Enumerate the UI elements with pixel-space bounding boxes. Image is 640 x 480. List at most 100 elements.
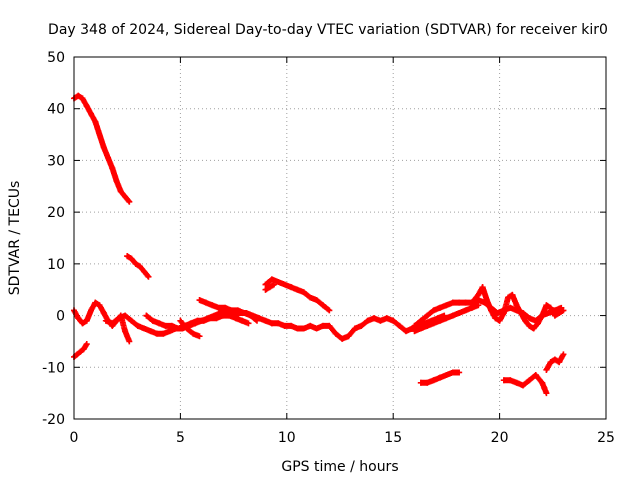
data-point [479, 284, 486, 291]
y-tick-label: 0 [56, 309, 65, 325]
data-point [543, 366, 550, 373]
data-point [156, 320, 163, 327]
x-tick-label: 20 [491, 430, 509, 446]
data-point [262, 281, 269, 288]
data-point [556, 309, 563, 316]
data-point [102, 317, 109, 324]
data-point [371, 315, 378, 322]
data-point [547, 359, 554, 366]
data-point [143, 312, 150, 319]
data-point [200, 317, 207, 324]
data-point [390, 317, 397, 324]
data-point [358, 322, 365, 329]
data-point [239, 317, 246, 324]
data-point [513, 302, 520, 309]
data-point [83, 341, 90, 348]
data-point [500, 377, 507, 384]
data-point [262, 317, 269, 324]
data-point [162, 322, 169, 329]
data-point [75, 315, 82, 322]
data-point [520, 382, 527, 389]
data-point [232, 315, 239, 322]
data-point [168, 322, 175, 329]
data-point [383, 315, 390, 322]
series-arc-1 [71, 92, 133, 205]
data-point [109, 165, 116, 172]
data-point [147, 328, 154, 335]
x-tick-label: 10 [278, 430, 296, 446]
data-point [268, 320, 275, 327]
data-point [509, 291, 516, 298]
data-point [475, 302, 482, 309]
data-point [268, 276, 275, 283]
x-tick-label: 5 [176, 430, 185, 446]
data-point [449, 312, 456, 319]
data-point [294, 286, 301, 293]
series-arc-16 [543, 351, 567, 373]
data-point [417, 317, 424, 324]
data-point [188, 320, 195, 327]
y-tick-label: -10 [42, 360, 65, 376]
data-point [234, 307, 241, 314]
data-point [417, 379, 424, 386]
data-point [153, 330, 160, 337]
data-point [219, 312, 226, 319]
data-point [122, 328, 129, 335]
data-point [326, 307, 333, 314]
data-point [319, 322, 326, 329]
data-point [326, 322, 333, 329]
data-point [122, 193, 129, 200]
data-point [430, 320, 437, 327]
data-point [288, 284, 295, 291]
data-point [209, 302, 216, 309]
series-arc-2 [124, 253, 152, 280]
data-point [539, 312, 546, 319]
data-point [79, 95, 86, 102]
data-point [105, 154, 112, 161]
data-point [207, 315, 214, 322]
series-arc-6 [143, 312, 252, 332]
data-point [134, 322, 141, 329]
data-point [213, 315, 220, 322]
data-point [222, 304, 229, 311]
data-point [468, 304, 475, 311]
data-point [281, 322, 288, 329]
data-point [88, 307, 95, 314]
data-point [215, 304, 222, 311]
data-point [83, 103, 90, 110]
data-point [424, 312, 431, 319]
data-point [141, 325, 148, 332]
data-point [424, 379, 431, 386]
data-point [507, 377, 514, 384]
data-point [262, 286, 269, 293]
data-point [530, 325, 537, 332]
data-point [196, 297, 203, 304]
data-point [526, 377, 533, 384]
data-point [241, 309, 248, 316]
data-point [396, 322, 403, 329]
data-point [471, 297, 478, 304]
data-point [281, 281, 288, 288]
data-point [228, 307, 235, 314]
y-tick-label: 30 [47, 153, 65, 169]
data-point [126, 338, 133, 345]
data-point [430, 377, 437, 384]
data-point [462, 299, 469, 306]
data-point [547, 304, 554, 311]
data-point [456, 309, 463, 316]
data-point [122, 312, 129, 319]
y-tick-label: 10 [47, 257, 65, 273]
data-point [430, 307, 437, 314]
y-tick-label: 20 [47, 205, 65, 221]
data-point [532, 372, 539, 379]
data-point [560, 351, 567, 358]
series-arc-7 [177, 317, 203, 340]
data-point [275, 278, 282, 285]
data-point [100, 309, 107, 316]
data-point [113, 178, 120, 185]
data-point [402, 328, 409, 335]
data-point [483, 297, 490, 304]
data-point [202, 299, 209, 306]
data-point [96, 302, 103, 309]
